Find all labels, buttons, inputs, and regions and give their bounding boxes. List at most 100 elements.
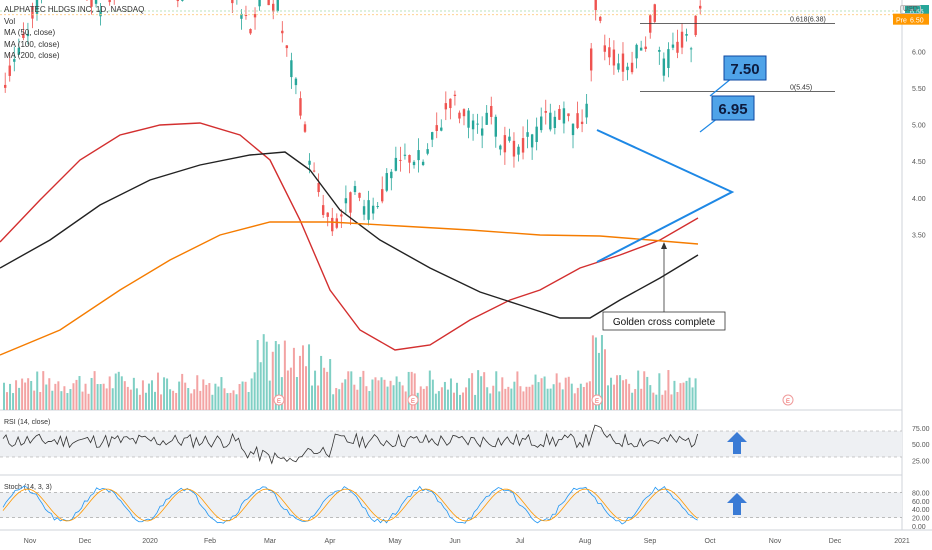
volume-bar <box>549 388 552 410</box>
candle-body <box>394 157 398 171</box>
target-label: 7.50 <box>730 61 759 78</box>
volume-bar <box>380 377 383 410</box>
volume-bar <box>513 381 516 410</box>
volume-bar <box>84 383 87 410</box>
volume-bar <box>555 373 558 410</box>
candle-body <box>408 155 411 163</box>
candle-body <box>694 15 697 36</box>
current-price-badge <box>905 5 929 17</box>
rsi-tick-label: 50.00 <box>912 442 930 449</box>
candle-body <box>331 217 334 232</box>
candle-body <box>381 189 384 202</box>
volume-bar <box>135 388 138 410</box>
volume-bar <box>462 392 465 410</box>
price-tick-label: 4.50 <box>912 159 926 166</box>
volume-bar <box>15 380 18 410</box>
earnings-marker-label: E <box>595 399 599 405</box>
currency-badge[interactable]: USD <box>900 5 921 14</box>
volume-bar <box>190 393 193 410</box>
candle-body <box>176 0 180 2</box>
volume-bar <box>646 376 649 410</box>
candle-body <box>321 205 325 215</box>
legend-ma50: MA (50, close) <box>4 28 56 37</box>
volume-bar <box>552 384 555 410</box>
candle-body <box>362 206 366 215</box>
fib-level-label: 0(5.45) <box>790 85 812 92</box>
time-tick-label: Jul <box>516 538 525 545</box>
time-tick-label: Sep <box>644 538 657 545</box>
volume-bar <box>45 384 48 410</box>
volume-bar <box>187 388 190 410</box>
candle-body <box>385 173 388 191</box>
volume-bar <box>320 355 323 410</box>
fib-level-label: 0.618(6.38) <box>790 16 826 23</box>
volume-bar <box>283 340 286 410</box>
volume-bar <box>211 394 214 410</box>
volume-bar <box>280 377 283 410</box>
candle-body <box>253 14 257 18</box>
volume-bar <box>48 378 51 410</box>
candle-body <box>26 33 30 37</box>
candle-body <box>685 34 688 36</box>
candle-body <box>530 134 534 148</box>
candle-body <box>108 0 111 3</box>
volume-bar <box>386 386 389 410</box>
volume-bar <box>175 392 178 410</box>
volume-bar <box>422 388 425 410</box>
candle-body <box>467 110 470 128</box>
volume-bar <box>389 380 392 410</box>
volume-bar <box>425 386 428 410</box>
candle-body <box>99 9 102 17</box>
candle-body <box>494 116 497 137</box>
volume-bar <box>534 374 537 410</box>
candle-body <box>403 154 407 156</box>
volume-bar <box>655 394 658 410</box>
volume-bar <box>486 387 489 410</box>
volume-bar <box>522 391 525 410</box>
candle-body <box>617 63 620 70</box>
volume-bar <box>446 389 449 410</box>
volume-bar <box>413 373 416 410</box>
volume-bar <box>329 359 332 410</box>
volume-bar <box>567 376 570 410</box>
volume-bar <box>477 370 480 410</box>
volume-bar <box>449 378 452 410</box>
volume-bar <box>317 385 320 410</box>
candle-body <box>571 123 575 136</box>
volume-bar <box>670 394 673 410</box>
time-tick-label: Dec <box>79 538 92 545</box>
candle-body <box>662 58 666 76</box>
volume-bar <box>480 376 483 410</box>
volume-bar <box>344 379 347 410</box>
candle-body <box>653 4 656 22</box>
volume-bar <box>676 392 679 410</box>
candle-body <box>272 3 275 12</box>
volume-bar <box>649 385 652 410</box>
volume-bar <box>102 383 105 410</box>
volume-bar <box>634 389 637 410</box>
volume-bar <box>616 375 619 410</box>
stoch-k-line <box>2 485 698 525</box>
candle-body <box>567 113 570 117</box>
candle-body <box>526 132 529 137</box>
legend-ma100: MA (100, close) <box>4 39 60 49</box>
triangle-pattern <box>596 129 735 263</box>
volume-bar <box>229 392 232 410</box>
candle-body <box>258 0 261 7</box>
volume-bar <box>401 385 404 410</box>
volume-bar <box>54 383 57 410</box>
volume-bar <box>631 392 634 410</box>
volume-bar <box>679 383 682 410</box>
volume-bar <box>223 388 226 410</box>
volume-bar <box>661 394 664 410</box>
candle-body <box>312 170 316 172</box>
volume-bar <box>202 379 205 410</box>
candle-body <box>353 186 357 193</box>
candle-body <box>281 30 284 34</box>
volume-bar <box>163 377 166 410</box>
volume-bar <box>178 381 181 410</box>
earnings-marker-label: E <box>411 399 415 405</box>
volume-bar <box>117 371 120 410</box>
volume-bar <box>525 386 528 410</box>
